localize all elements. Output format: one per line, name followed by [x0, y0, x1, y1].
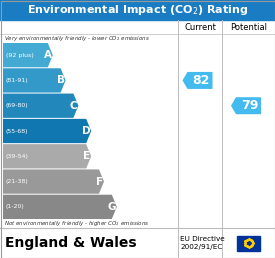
Text: Not environmentally friendly - higher CO$_2$ emissions: Not environmentally friendly - higher CO…	[4, 219, 149, 228]
Text: 79: 79	[241, 99, 258, 112]
Text: (81-91): (81-91)	[6, 78, 29, 83]
Polygon shape	[3, 170, 104, 194]
Polygon shape	[3, 94, 78, 118]
Text: A: A	[44, 50, 52, 60]
Text: F: F	[96, 176, 103, 187]
Text: Very environmentally friendly - lower CO$_2$ emissions: Very environmentally friendly - lower CO…	[4, 34, 150, 43]
Polygon shape	[3, 119, 91, 143]
Bar	[237, 236, 260, 251]
Text: (21-38): (21-38)	[6, 179, 29, 184]
Text: D: D	[82, 126, 90, 136]
Text: 82: 82	[192, 74, 210, 87]
Text: (39-54): (39-54)	[6, 154, 29, 159]
Text: (55-68): (55-68)	[6, 128, 29, 133]
Polygon shape	[3, 195, 117, 219]
Bar	[0, 0, 275, 20]
Text: EU Directive
2002/91/EC: EU Directive 2002/91/EC	[180, 236, 225, 250]
Text: B: B	[57, 75, 65, 85]
Text: (92 plus): (92 plus)	[6, 53, 34, 58]
Text: England & Wales: England & Wales	[5, 236, 137, 250]
Polygon shape	[3, 43, 53, 67]
Polygon shape	[231, 97, 261, 114]
Text: (69-80): (69-80)	[6, 103, 29, 108]
Text: E: E	[83, 151, 90, 161]
Text: G: G	[107, 202, 116, 212]
Polygon shape	[3, 68, 66, 93]
Text: Current: Current	[184, 22, 216, 31]
Text: Environmental Impact (CO$_2$) Rating: Environmental Impact (CO$_2$) Rating	[27, 3, 248, 17]
Polygon shape	[3, 144, 91, 168]
Text: C: C	[70, 101, 77, 111]
Text: (1-20): (1-20)	[6, 204, 25, 209]
Text: Potential: Potential	[230, 22, 267, 31]
Polygon shape	[183, 72, 213, 89]
